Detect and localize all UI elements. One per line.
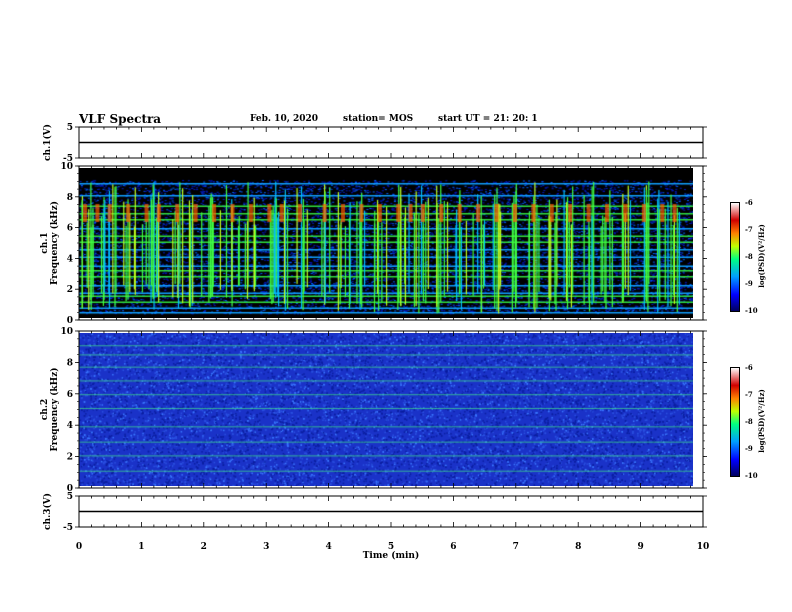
ch1-spectrogram-ytick-label: 0 <box>67 316 73 326</box>
date-label: Feb. 10, 2020 <box>250 114 319 124</box>
ch1-spectrogram-ytick-label: 10 <box>60 162 73 172</box>
ch2-spectrogram-ytick-label: 8 <box>67 358 73 368</box>
ch2-spectrogram-ytick-label: 10 <box>60 327 73 337</box>
x-tick-label: 0 <box>76 542 82 552</box>
ch2-spectrogram-colorbar-label: log(PSD)(V²/Hz) <box>757 389 766 453</box>
x-axis-label: Time (min) <box>363 550 420 561</box>
ch2-spectrogram-ylabel-1: ch.2 <box>40 399 50 420</box>
x-tick-label: 10 <box>697 542 710 552</box>
x-tick-label: 4 <box>325 542 331 552</box>
x-tick-label: 5 <box>388 542 394 552</box>
ch1-spectrogram-colorbar-tick: -8 <box>745 252 753 261</box>
ch3-waveform-ytick-label: 5 <box>67 492 73 502</box>
ch2-spectrogram-colorbar-tick: -6 <box>745 363 753 372</box>
ch1-spectrogram-image <box>79 168 693 318</box>
ch2-spectrogram-image <box>79 333 693 486</box>
ch2-spectrogram-colorbar-tick: -7 <box>745 390 753 399</box>
x-tick-label: 3 <box>263 542 269 552</box>
ch1-waveform-ylabel: ch.1(V) <box>42 124 53 161</box>
ch1-spectrogram-ytick-label: 6 <box>67 224 73 234</box>
ch1-spectrogram-ytick-label: 8 <box>67 193 73 203</box>
plot-title: VLF Spectra <box>79 112 162 126</box>
ch1-spectrogram-colorbar-tick: -6 <box>745 198 753 207</box>
x-tick-label: 6 <box>450 542 456 552</box>
ch1-waveform-ytick-label: 5 <box>67 123 73 133</box>
ch1-colorbar <box>730 202 740 312</box>
ch2-colorbar <box>730 367 740 477</box>
ch2-spectrogram-colorbar-tick: -10 <box>745 471 758 480</box>
ch2-spectrogram-frame <box>78 330 704 489</box>
ch1-spectrogram-colorbar-tick: -7 <box>745 225 753 234</box>
ch2-spectrogram-ylabel-2: Frequency (kHz) <box>49 367 60 451</box>
x-tick-label: 2 <box>201 542 207 552</box>
station-label: station= MOS <box>343 114 414 124</box>
ch3-waveform-ytick-label: -5 <box>63 523 73 533</box>
ch2-spectrogram-colorbar-tick: -8 <box>745 417 753 426</box>
x-tick-label: 1 <box>138 542 144 552</box>
ch1-spectrogram-ylabel-2: Frequency (kHz) <box>49 201 60 285</box>
x-tick-label: 7 <box>513 542 519 552</box>
x-tick-label: 9 <box>637 542 643 552</box>
ch1-spectrogram-colorbar-label: log(PSD)(V²/Hz) <box>757 224 766 288</box>
ch2-spectrogram-ytick-label: 0 <box>67 484 73 494</box>
ch2-spectrogram-ytick-label: 6 <box>67 390 73 400</box>
ch1-spectrogram-frame <box>78 165 704 321</box>
ch2-spectrogram-ytick-label: 4 <box>67 421 73 431</box>
ch1-waveform-ytick-label: -5 <box>63 154 73 164</box>
ch2-spectrogram-colorbar-tick: -9 <box>745 444 753 453</box>
start-time-label: start UT = 21: 20: 1 <box>438 114 538 124</box>
ch1-spectrogram-colorbar-tick: -9 <box>745 279 753 288</box>
ch3-waveform-ylabel: ch.3(V) <box>42 493 53 530</box>
ch1-spectrogram-ytick-label: 4 <box>67 254 73 264</box>
ch2-spectrogram-ytick-label: 2 <box>67 453 73 463</box>
ch1-spectrogram-colorbar-tick: -10 <box>745 306 758 315</box>
ch1-spectrogram-ytick-label: 2 <box>67 285 73 295</box>
x-tick-label: 8 <box>575 542 581 552</box>
ch1-spectrogram-ylabel-1: ch.1 <box>40 232 50 253</box>
